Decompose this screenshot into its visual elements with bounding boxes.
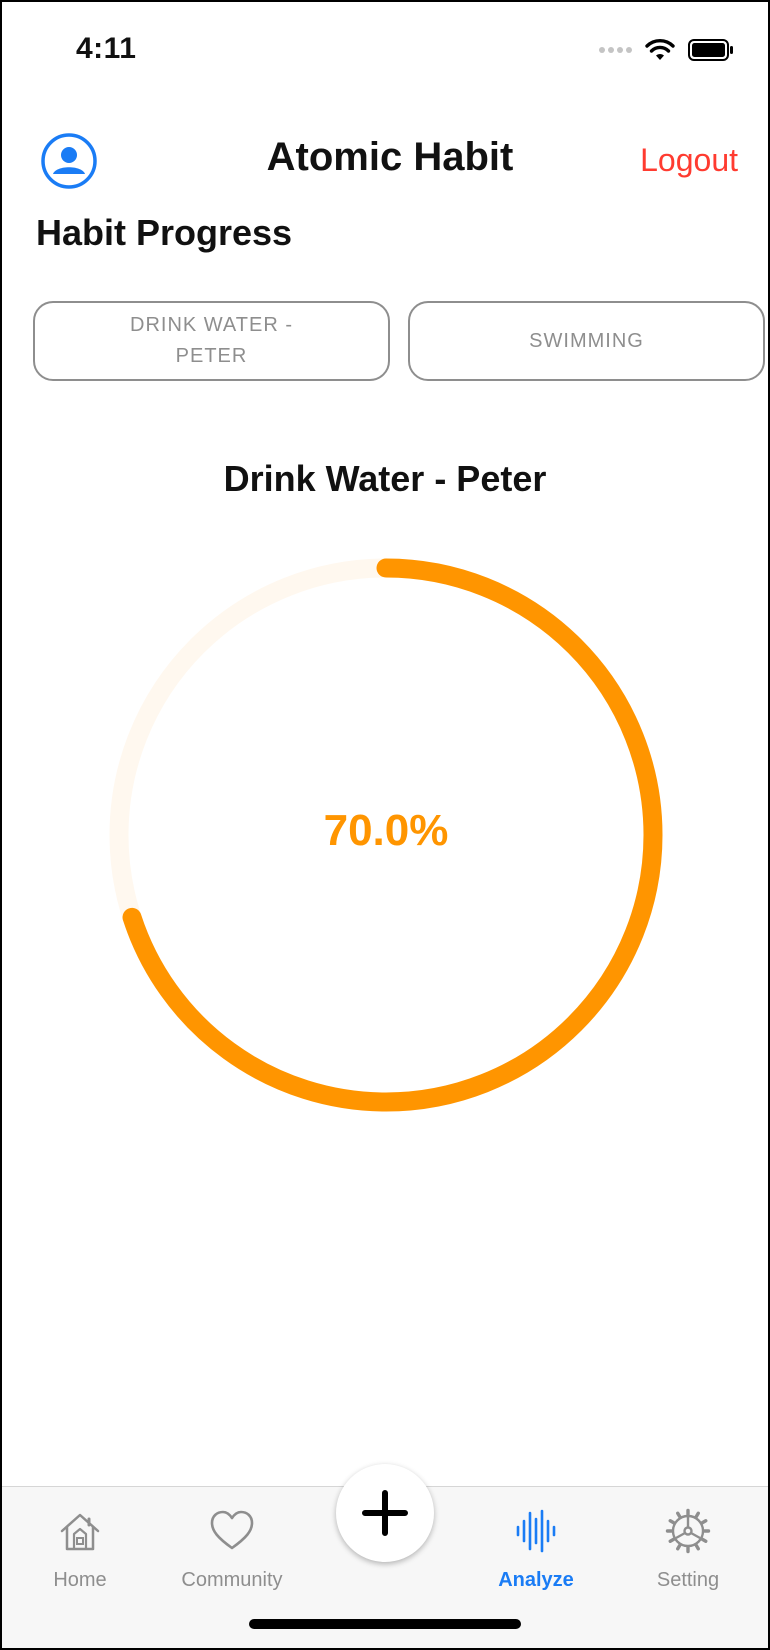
plus-icon (362, 1490, 408, 1536)
tab-analyze-label: Analyze (498, 1569, 574, 1591)
tab-setting-label: Setting (656, 1569, 720, 1591)
add-habit-button[interactable] (336, 1464, 434, 1562)
heart-icon (210, 1510, 254, 1550)
gear-tooth (700, 1519, 708, 1525)
status-time: 4:11 (76, 32, 137, 65)
section-title: Habit Progress (36, 212, 293, 253)
waveform-icon (516, 1509, 556, 1553)
selected-habit-name: Drink Water - Peter (223, 458, 547, 499)
profile-button[interactable] (40, 132, 98, 190)
gear-tooth (676, 1543, 682, 1551)
home-indicator (249, 1619, 521, 1629)
tab-home-label: Home (53, 1569, 107, 1591)
habit-chip-swimming[interactable]: SWIMMING (408, 301, 765, 381)
gear-tooth (694, 1511, 700, 1519)
app-title: Atomic Habit (266, 135, 514, 179)
gear-tooth (700, 1537, 708, 1543)
gear-tooth (694, 1543, 700, 1551)
progress-percent-label: 70.0% (323, 806, 449, 855)
tab-home[interactable]: Home (10, 1507, 150, 1592)
habit-chip-drink-water[interactable]: DRINK WATER - PETER (33, 301, 390, 381)
gear-tooth (668, 1519, 676, 1525)
gear-tooth (676, 1511, 682, 1519)
logout-button[interactable]: Logout (640, 142, 738, 178)
status-indicators (599, 38, 734, 62)
wifi-icon (645, 39, 675, 60)
person-circle-icon (41, 133, 97, 189)
tab-community[interactable]: Community (162, 1507, 302, 1592)
progress-ring (109, 558, 663, 1112)
gear-tooth (668, 1537, 676, 1543)
tab-analyze[interactable]: Analyze (466, 1507, 606, 1592)
progress-ring-fill (109, 558, 663, 1112)
tab-setting[interactable]: Setting (618, 1507, 758, 1592)
gear-icon (665, 1508, 711, 1554)
battery-icon (688, 39, 733, 61)
home-icon (60, 1513, 100, 1551)
cellular-signal-icon (599, 47, 632, 53)
tab-community-label: Community (181, 1569, 283, 1591)
